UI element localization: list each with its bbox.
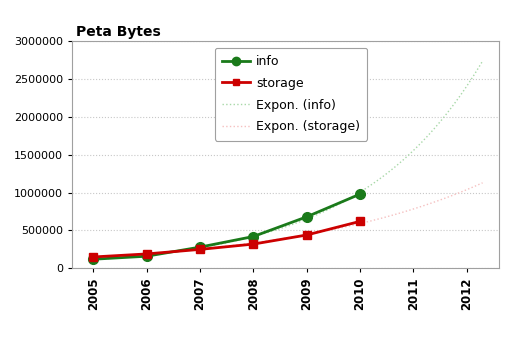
Legend: info, storage, Expon. (info), Expon. (storage): info, storage, Expon. (info), Expon. (st…: [215, 47, 368, 141]
Text: Peta Bytes: Peta Bytes: [76, 25, 161, 39]
